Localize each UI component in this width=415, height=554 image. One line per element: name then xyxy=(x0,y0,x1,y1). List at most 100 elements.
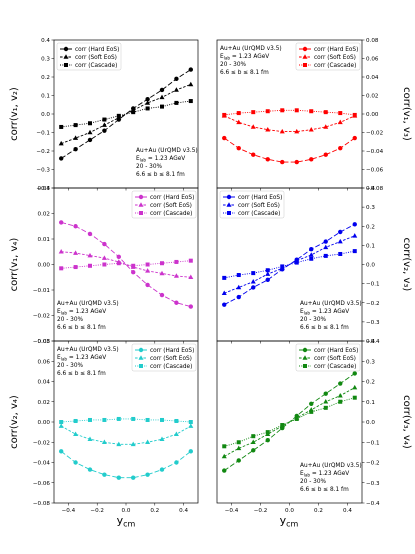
legend-marker xyxy=(139,211,143,215)
y-tick-label: 0.2 xyxy=(41,75,50,81)
y-tick-label: −0.04 xyxy=(366,149,384,155)
data-point xyxy=(338,146,343,151)
data-point xyxy=(323,110,328,115)
data-point xyxy=(222,468,227,473)
data-point xyxy=(101,122,107,127)
data-point xyxy=(59,266,64,271)
x-tick-label: 0.4 xyxy=(179,508,188,514)
data-point xyxy=(145,106,150,111)
data-point xyxy=(222,135,227,141)
data-point xyxy=(145,100,151,105)
data-point xyxy=(323,399,329,404)
y-tick-label: 0.02 xyxy=(38,212,50,218)
series-line xyxy=(60,425,192,445)
y-tick-label: 0.01 xyxy=(38,237,51,243)
legend-marker xyxy=(138,202,144,207)
data-point xyxy=(174,460,179,465)
data-point xyxy=(102,262,107,267)
legend-marker xyxy=(227,211,231,215)
data-point xyxy=(265,268,270,273)
y-tick-label: −0.2 xyxy=(36,149,50,155)
series-line xyxy=(224,223,355,306)
data-point xyxy=(145,417,150,422)
data-point xyxy=(88,417,92,422)
data-point xyxy=(173,87,179,92)
data-point xyxy=(308,127,314,132)
y-tick-label: −0.01 xyxy=(33,288,51,294)
data-point xyxy=(116,416,121,421)
annotation: Au+Au (UrQMD v3.5) Elab = 1.23 AGeV 20 - 3… xyxy=(300,463,362,493)
data-point xyxy=(188,81,194,87)
series-line xyxy=(224,109,355,116)
data-point xyxy=(188,449,193,454)
data-point xyxy=(250,439,256,445)
y-tick-label: 0.02 xyxy=(38,400,50,406)
data-point xyxy=(101,255,107,260)
legend-marker xyxy=(138,347,144,353)
panel-3: −0.03 −0.02 −0.01 0.00 0.01 0.02 0.03 corr(v₁, … xyxy=(9,186,199,345)
data-point xyxy=(87,137,93,143)
annotation-energy: Elab = 1.23 AGeV xyxy=(300,471,349,477)
series-line xyxy=(61,83,191,145)
data-point xyxy=(221,453,227,459)
series-line xyxy=(224,397,355,447)
legend-label: corr (Soft EoS) xyxy=(314,55,356,61)
annotation-centrality: 20 - 30% xyxy=(136,164,163,170)
data-point xyxy=(87,252,93,258)
data-point xyxy=(352,112,357,117)
data-point xyxy=(159,94,165,100)
data-point xyxy=(73,135,79,140)
annotation-impact: 6.6 ≤ b ≤ 8.1 fm xyxy=(300,325,349,331)
data-point xyxy=(59,124,64,129)
data-point xyxy=(131,110,136,115)
legend-label: corr (Cascade) xyxy=(75,63,117,69)
data-point xyxy=(188,423,194,428)
annotation: Au+Au (UrQMD v3.5) Elab = 1.23 AGeV 20 - 3… xyxy=(136,148,198,178)
series-line xyxy=(61,221,191,308)
x-tick-label: 0.2 xyxy=(150,508,159,514)
legend-box xyxy=(131,343,197,372)
data-point xyxy=(73,418,78,423)
legend-marker xyxy=(303,364,307,368)
y-tick-label: 0.1 xyxy=(366,400,375,406)
series-line xyxy=(224,235,355,294)
data-point xyxy=(236,284,242,290)
series-line xyxy=(224,115,355,133)
y-tick-label: 0.04 xyxy=(366,75,379,81)
data-point xyxy=(59,220,64,225)
data-point xyxy=(323,124,329,129)
legend-label: corr (Cascade) xyxy=(314,364,356,370)
data-point xyxy=(280,108,285,113)
data-point xyxy=(131,263,136,268)
data-point xyxy=(338,111,343,116)
legend-label: corr (Hard EoS) xyxy=(314,47,358,53)
data-point xyxy=(294,108,299,113)
data-point xyxy=(116,441,122,447)
data-point xyxy=(131,416,136,421)
data-point xyxy=(160,261,164,266)
y-tick-label: −0.2 xyxy=(366,461,380,467)
data-point xyxy=(173,431,179,436)
data-point xyxy=(222,302,227,307)
data-point xyxy=(222,444,227,449)
data-point xyxy=(159,292,165,298)
y-axis-label: corr(v₃, v₄) xyxy=(401,395,412,449)
legend-marker xyxy=(303,63,307,67)
data-point xyxy=(251,448,256,453)
y-tick-label: 0.3 xyxy=(366,205,375,211)
legend-box xyxy=(131,190,197,219)
annotation-energy: Elab = 1.23 AGeV xyxy=(220,54,269,60)
data-point xyxy=(236,146,241,151)
data-point xyxy=(337,119,343,125)
data-point xyxy=(309,109,314,114)
y-tick-label: −0.08 xyxy=(33,501,51,507)
data-point xyxy=(251,285,256,290)
data-point xyxy=(145,268,151,273)
data-point xyxy=(145,472,150,477)
data-point xyxy=(222,275,227,280)
y-tick-label: −0.2 xyxy=(366,301,380,307)
data-point xyxy=(323,239,328,244)
data-point xyxy=(87,231,93,237)
legend-marker xyxy=(226,202,232,207)
data-point xyxy=(87,129,93,135)
